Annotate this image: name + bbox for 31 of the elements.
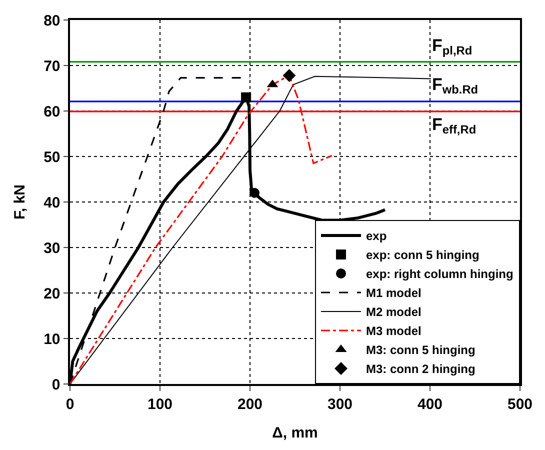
x-axis-title: Δ, mm xyxy=(272,424,318,442)
x-tick-label: 500 xyxy=(507,396,533,413)
x-tick-label: 100 xyxy=(147,396,173,413)
point xyxy=(250,188,260,198)
y-tick-label: 70 xyxy=(44,58,60,75)
y-tick-label: 60 xyxy=(44,103,60,120)
legend-label: exp xyxy=(366,229,387,244)
x-tick-label: 200 xyxy=(237,396,263,413)
legend-label: M1 model xyxy=(366,286,422,300)
y-tick-label: 10 xyxy=(44,330,60,348)
legend-label: exp: right column hinging xyxy=(366,267,514,282)
ref-line-label: F$_{eff,Rd}$ xyxy=(432,115,476,137)
y-tick-label: 30 xyxy=(44,240,60,257)
ref-line-label: F$_{wb.Rd}$ xyxy=(432,75,478,97)
legend-label: exp: conn 5 hinging xyxy=(366,248,480,262)
y-tick-label: 40 xyxy=(44,194,60,212)
legend-label: M3 model xyxy=(366,324,422,338)
legend-label: M3: conn 2 hinging xyxy=(366,362,476,376)
x-tick-label: 400 xyxy=(417,396,443,413)
legend-label: M2 model xyxy=(366,305,422,320)
ref-line-label: F$_{pl,Rd}$ xyxy=(432,36,472,58)
y-tick-label: 80 xyxy=(44,12,60,30)
point xyxy=(282,69,296,82)
y-tick-label: 50 xyxy=(44,148,60,166)
y-tick-label: 20 xyxy=(44,285,60,302)
x-tick-label: 300 xyxy=(327,396,353,413)
y-tick-label: 0 xyxy=(52,376,60,394)
y-axis-title: F, kN xyxy=(11,184,28,220)
x-tick-label: 0 xyxy=(66,396,74,413)
point xyxy=(241,92,252,102)
legend-label: M3: conn 5 hinging xyxy=(366,343,476,358)
